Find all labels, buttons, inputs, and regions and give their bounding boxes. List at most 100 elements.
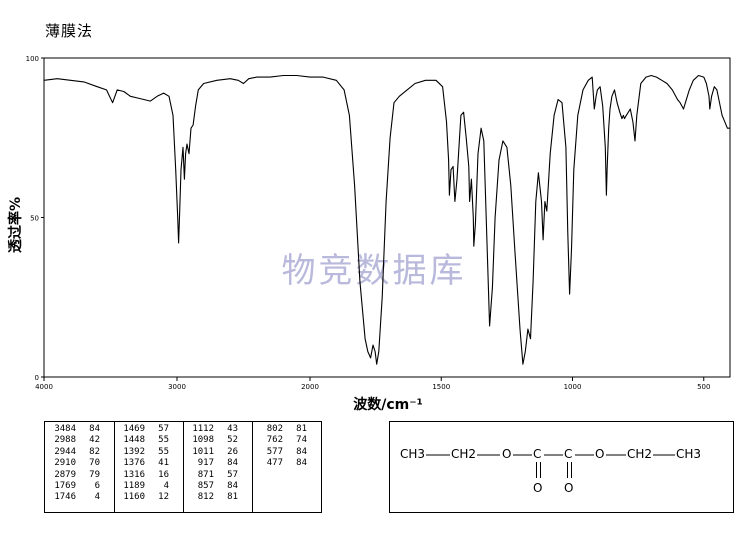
- ch2-left: CH2: [451, 447, 476, 461]
- peak-wavenumber: 1160: [123, 492, 145, 503]
- x-tick-label: 3000: [168, 383, 186, 391]
- peak-row: 1011 26: [186, 447, 238, 458]
- peak-row: 871 57: [186, 470, 238, 481]
- peak-transmittance: 41: [158, 458, 169, 469]
- x-tick-label: 2000: [301, 383, 319, 391]
- o-double-right: O: [564, 481, 573, 495]
- page-title: 薄膜法: [45, 22, 94, 40]
- peak-wavenumber: 1376: [123, 458, 145, 469]
- ch3-right: CH3: [676, 447, 701, 461]
- peak-row: 2879 79: [48, 470, 100, 481]
- peak-row: 1448 55: [117, 435, 169, 446]
- y-axis-ticks: 100 50 0: [26, 55, 44, 382]
- y-tick-label: 50: [30, 215, 39, 223]
- peak-transmittance: 74: [296, 435, 307, 446]
- peak-row: 1746 4: [48, 492, 100, 503]
- peak-row: 2944 82: [48, 447, 100, 458]
- peak-wavenumber: 1011: [192, 446, 214, 457]
- peak-transmittance: 6: [94, 480, 100, 491]
- peak-transmittance: 16: [158, 469, 169, 480]
- peak-transmittance: 79: [89, 469, 100, 480]
- peak-wavenumber: 2879: [54, 469, 76, 480]
- o-double-left: O: [533, 481, 542, 495]
- peak-wavenumber: 1746: [54, 492, 76, 503]
- table-column-divider: [183, 422, 184, 512]
- peak-table-column: 1469 57 1448 55 1392 55 1376 41 1316 16 1189 4 1160 1…: [117, 424, 169, 510]
- peak-transmittance: 57: [158, 424, 169, 434]
- peak-transmittance: 84: [227, 458, 238, 469]
- peak-wavenumber: 917: [197, 458, 214, 469]
- peak-table-column: 802 81 762 74 577 84 477 84: [255, 424, 307, 510]
- peak-wavenumber: 1316: [123, 469, 145, 480]
- peak-wavenumber: 2910: [54, 458, 76, 469]
- peak-row: 577 84: [255, 447, 307, 458]
- x-tick-label: 1500: [432, 383, 450, 391]
- peak-wavenumber: 2944: [54, 446, 76, 457]
- peak-wavenumber: 1189: [123, 480, 145, 491]
- peak-transmittance: 52: [227, 435, 238, 446]
- peak-row: 1769 6: [48, 481, 100, 492]
- peak-transmittance: 26: [227, 446, 238, 457]
- peak-wavenumber: 477: [266, 458, 283, 469]
- peak-table-column: 1112 43 1098 52 1011 26 917 84 871 57 857 84 812 81: [186, 424, 238, 510]
- o-left: O: [502, 447, 511, 461]
- plot-frame: [43, 57, 731, 378]
- ch3-left: CH3: [400, 447, 425, 461]
- y-axis-label: 透过率%: [7, 197, 24, 253]
- peak-transmittance: 84: [296, 458, 307, 469]
- peak-wavenumber: 3484: [54, 424, 76, 434]
- peak-wavenumber: 1448: [123, 435, 145, 446]
- peak-wavenumber: 762: [266, 435, 283, 446]
- peak-row: 1112 43: [186, 424, 238, 435]
- peak-row: 2910 70: [48, 458, 100, 469]
- peak-row: 812 81: [186, 492, 238, 503]
- peak-wavenumber: 577: [266, 446, 283, 457]
- watermark: 物竞数据库: [282, 251, 467, 291]
- peak-transmittance: 81: [296, 424, 307, 434]
- ch2-right: CH2: [627, 447, 652, 461]
- x-tick-label: 4000: [35, 383, 53, 391]
- peak-transmittance: 82: [89, 446, 100, 457]
- structure-formula: CH3 CH2 O C C O CH2 CH3 O O: [400, 447, 701, 495]
- y-tick-label: 100: [26, 55, 39, 63]
- peak-row: 802 81: [255, 424, 307, 435]
- peak-table-column: 3484 84 2988 42 2944 82 2910 70 2879 79 1769 6 1746 4: [48, 424, 100, 510]
- peak-transmittance: 84: [296, 446, 307, 457]
- peak-transmittance: 57: [227, 469, 238, 480]
- peak-transmittance: 4: [94, 492, 100, 503]
- c-right: C: [564, 447, 572, 461]
- x-axis-ticks: 4000 3000 2000 1500 1000 500: [35, 377, 710, 391]
- table-column-divider: [114, 422, 115, 512]
- peak-row: 917 84: [186, 458, 238, 469]
- peak-wavenumber: 1098: [192, 435, 214, 446]
- peak-row: 762 74: [255, 435, 307, 446]
- peak-transmittance: 4: [163, 480, 169, 491]
- x-axis-label: 波数/cm⁻¹: [353, 396, 423, 413]
- peak-wavenumber: 1112: [192, 424, 214, 434]
- peak-row: 3484 84: [48, 424, 100, 435]
- peak-transmittance: 55: [158, 435, 169, 446]
- table-column-divider: [252, 422, 253, 512]
- x-tick-label: 500: [697, 383, 710, 391]
- peak-wavenumber: 857: [197, 480, 214, 491]
- spectrum-line: [43, 74, 730, 365]
- y-tick-label: 0: [35, 374, 39, 382]
- peak-transmittance: 84: [227, 480, 238, 491]
- peak-row: 477 84: [255, 458, 307, 469]
- peak-wavenumber: 2988: [54, 435, 76, 446]
- peak-row: 1160 12: [117, 492, 169, 503]
- peak-row: 857 84: [186, 481, 238, 492]
- o-right: O: [595, 447, 604, 461]
- peak-row: 1098 52: [186, 435, 238, 446]
- peak-wavenumber: 1392: [123, 446, 145, 457]
- peak-row: 2988 42: [48, 435, 100, 446]
- structure-box: CH3 CH2 O C C O CH2 CH3 O O: [389, 421, 734, 513]
- peak-wavenumber: 812: [197, 492, 214, 503]
- peak-row: 1316 16: [117, 470, 169, 481]
- peak-transmittance: 43: [227, 424, 238, 434]
- peak-row: 1376 41: [117, 458, 169, 469]
- peak-transmittance: 81: [227, 492, 238, 503]
- peak-transmittance: 55: [158, 446, 169, 457]
- x-tick-label: 1000: [564, 383, 582, 391]
